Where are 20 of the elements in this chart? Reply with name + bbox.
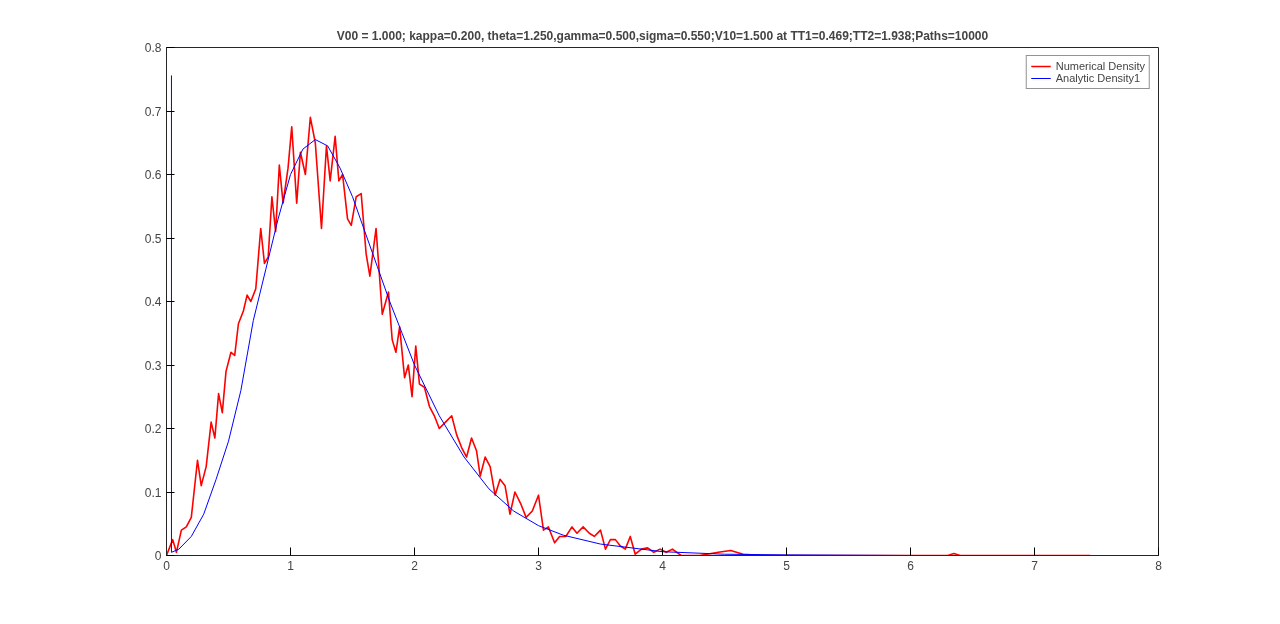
y-tick-label: 0.2: [144, 422, 162, 436]
y-tick-label: 0.8: [144, 41, 162, 55]
x-tick-label: 4: [659, 558, 667, 573]
x-tick-label: 8: [1155, 558, 1163, 573]
y-tick-label: 0.7: [144, 104, 162, 119]
x-tick-label: 6: [907, 558, 915, 573]
x-tick-label: 2: [411, 558, 419, 573]
x-tick-label: 7: [1031, 558, 1039, 573]
x-tick-label: 1: [287, 558, 295, 573]
y-tick-label: 0.6: [144, 168, 162, 182]
legend-label: Numerical Density: [1055, 60, 1145, 72]
chart-title: V00 = 1.000; kappa=0.200, theta=1.250,gamma=0.500,sigma=0.550;V10=1.500 at TT1=0.469;TT2=1.938;Paths=10000: [336, 28, 989, 43]
y-tick-label: 0: [154, 549, 162, 563]
y-tick-label: 0.4: [144, 295, 162, 309]
x-tick-label: 3: [535, 558, 543, 573]
y-tick-label: 0.3: [144, 358, 162, 373]
y-tick-label: 0.1: [144, 485, 162, 500]
legend-label: Analytic Density1: [1055, 72, 1141, 84]
y-tick-label: 0.5: [144, 231, 162, 246]
x-tick-label: 5: [783, 558, 791, 573]
